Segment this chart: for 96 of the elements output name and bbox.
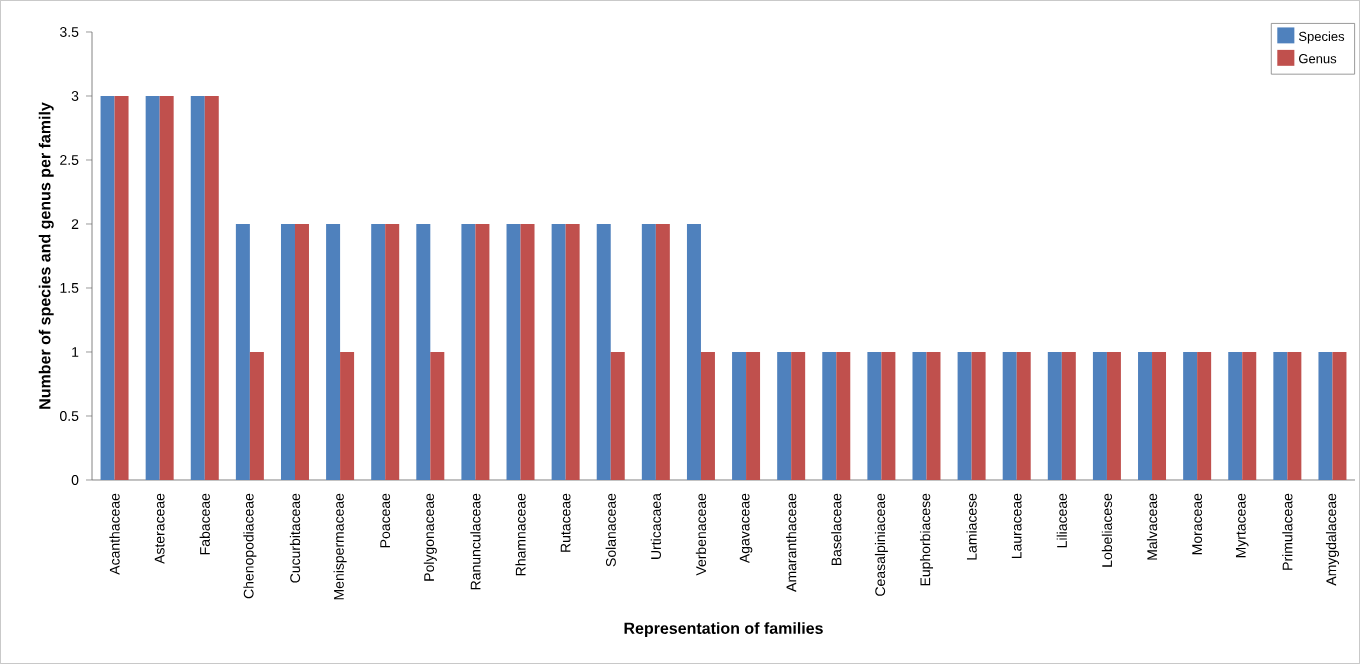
x-tick-label: Amaranthaceae [786,493,797,592]
x-tick-label: Lobeliacese [1101,493,1113,567]
x-tick-label: Rhamnaceae [515,493,526,576]
y-tick-label: 1.5 [60,283,79,293]
bar [686,223,701,480]
x-tick-label: Euphorbiacese [919,493,934,586]
bar [1138,351,1153,480]
x-tick-label: Agavaceae [739,493,753,564]
y-tick-label: 1 [72,347,79,357]
x-tick-label: Lauraceae [1011,493,1022,559]
bar [204,95,219,480]
bar [700,351,715,480]
bar [294,223,309,480]
bar [416,223,431,480]
bar [114,95,129,480]
x-tick-label: Acanthaceae [109,493,120,575]
y-tick-label: 0 [71,475,79,485]
bar [791,351,806,480]
bar [385,223,400,480]
bar [249,351,264,480]
bar [655,223,670,480]
x-tick-label: Menispermaceae [333,493,347,600]
x-tick-label: Fabaceae [199,493,210,555]
bar [1106,351,1121,480]
bar [641,223,656,480]
bar [1047,351,1062,480]
x-tick-label: Urticacaea [650,493,661,559]
y-axis-title: Number of species and genus per family [38,102,54,409]
x-tick-label: Solanaceae [605,493,616,567]
bar [1061,351,1076,480]
legend-label: Genus [1299,54,1337,64]
x-tick-label: Primulaceae [1282,493,1293,570]
x-axis-title: Representation of families [624,622,823,638]
x-tick-label: Baselaceae [831,493,842,566]
bar [777,351,792,480]
bar [475,223,490,480]
y-tick-label: 3.5 [60,27,79,37]
x-tick-label: Amygdalaceae [1325,493,1339,586]
y-tick-label: 2 [71,219,79,229]
x-tick-label: Liliaceae [1056,493,1067,548]
x-tick-label: Poaceae [380,493,391,548]
bar [506,223,521,480]
bar [1242,351,1257,480]
x-tick-label: Chenopodiaceae [243,493,257,599]
bar [971,351,986,480]
x-tick-label: Polygonaceae [423,493,437,581]
bar [461,223,476,480]
x-tick-label: Myrtaceae [1235,493,1249,558]
bar [610,351,625,480]
bar [235,223,250,480]
bar [1016,351,1031,480]
bar [326,223,341,480]
bar [746,351,761,480]
y-tick-label: 2.5 [60,155,79,165]
bar [1318,351,1333,480]
bar [596,223,611,480]
bar [1152,351,1167,480]
bar [551,223,566,480]
bar [340,351,355,480]
bar [1287,351,1302,480]
bar [565,223,580,480]
bar [1332,351,1347,480]
x-tick-label: Malvaceae [1146,493,1158,560]
bar [1092,351,1107,480]
bar [100,95,115,480]
y-tick-label: 0.5 [60,411,79,421]
y-tick-label: 3 [71,91,79,101]
x-tick-label: Rutaceae [560,493,571,552]
x-tick-label: Asteraceae [154,493,165,564]
bar [822,351,837,480]
bar [732,351,747,480]
bar [371,223,386,480]
bar [1273,351,1288,480]
bar [280,223,295,480]
bar [957,351,972,480]
bar [520,223,535,480]
bar [881,351,896,480]
bar [926,351,941,480]
bar [159,95,174,480]
bar [190,95,205,480]
bar [912,351,927,480]
bar [867,351,882,480]
x-tick-label: Verbenaceae [695,493,707,576]
x-tick-label: Moraceae [1192,493,1203,555]
bar [1197,351,1212,480]
legend-label: Species [1298,31,1345,44]
bar [145,95,160,480]
bar [836,351,851,480]
bar [430,351,445,480]
x-tick-label: Ranunculaceae [470,493,481,590]
bar [1002,351,1017,480]
x-tick-label: Cucurbitaceae [289,493,301,583]
bar [1228,351,1243,480]
x-tick-label: Lamiacese [966,493,977,560]
x-tick-label: Ceasalpiniaceae [874,493,888,596]
bar [1183,351,1198,480]
